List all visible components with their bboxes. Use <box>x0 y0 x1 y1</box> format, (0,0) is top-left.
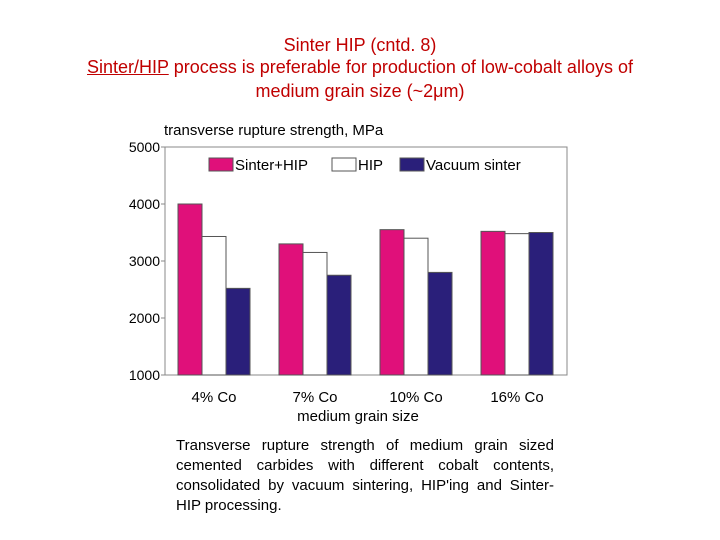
legend-swatch <box>399 157 425 172</box>
legend-swatch <box>208 157 234 172</box>
slide-title: Sinter HIP (cntd. 8) <box>283 35 437 55</box>
legend: Sinter+HIP HIP Vacuum sinter <box>208 157 521 174</box>
bar-hip-4 <box>504 233 530 376</box>
legend-swatch <box>331 157 357 172</box>
bars <box>177 203 554 376</box>
x-ticks: 4% Co 7% Co 10% Co 16% Co <box>191 389 543 406</box>
x-axis-label: medium grain size <box>297 408 419 425</box>
bar-sinter-hip-4 <box>480 230 506 376</box>
bar-hip-1 <box>201 235 227 376</box>
slide-subtitle-line: Sinter/HIP process is preferable for pro… <box>0 56 720 78</box>
sinter-hip-underlined: Sinter/HIP <box>87 57 169 77</box>
y-tick-label: 4000 <box>129 196 160 212</box>
legend-label: HIP <box>358 157 383 174</box>
subtitle-rest: process is preferable for production of … <box>168 57 633 77</box>
bar-hip-2 <box>302 251 328 376</box>
x-tick-label: 4% Co <box>191 389 236 406</box>
bar-vacuum-sinter-1 <box>225 287 251 376</box>
bar-sinter-hip-3 <box>379 229 405 376</box>
bar-hip-3 <box>403 237 429 376</box>
legend-label: Sinter+HIP <box>235 157 308 174</box>
x-tick-label: 10% Co <box>389 389 442 406</box>
x-tick-label: 16% Co <box>490 389 543 406</box>
y-tick-label: 5000 <box>129 139 160 155</box>
slide-subtitle-line-2: medium grain size (~2μm) <box>255 81 465 101</box>
bar-vacuum-sinter-3 <box>427 271 453 376</box>
bar-sinter-hip-2 <box>278 243 304 376</box>
y-tick-label: 2000 <box>129 310 160 326</box>
bar-vacuum-sinter-4 <box>528 232 554 376</box>
y-ticks: 1000 2000 3000 4000 5000 <box>129 139 165 383</box>
y-tick-label: 3000 <box>129 253 160 269</box>
y-tick-label: 1000 <box>129 367 160 383</box>
bar-sinter-hip-1 <box>177 203 203 376</box>
figure-caption: Transverse rupture strength of medium gr… <box>176 437 554 514</box>
y-axis-label: transverse rupture strength, MPa <box>164 122 384 139</box>
legend-label: Vacuum sinter <box>426 157 521 174</box>
bar-vacuum-sinter-2 <box>326 274 352 376</box>
x-tick-label: 7% Co <box>292 389 337 406</box>
